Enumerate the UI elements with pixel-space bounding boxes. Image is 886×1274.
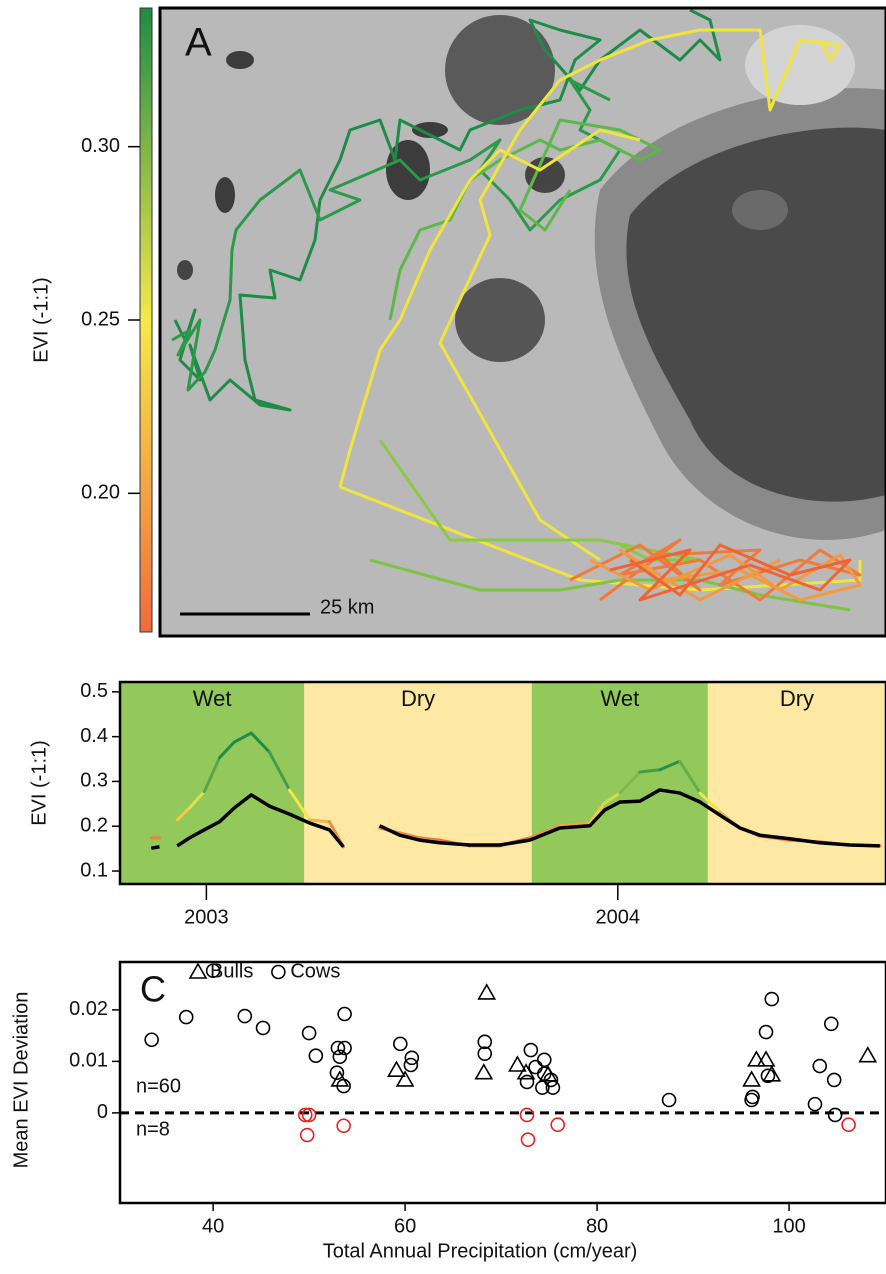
mean-line [151,847,159,848]
point [303,1027,316,1040]
panel-letter: A [185,21,212,65]
point [808,1098,821,1111]
y-axis-title: EVI (-1:1) [28,740,50,826]
point [338,1008,351,1021]
point [337,1119,350,1132]
y-tick-label: 0.2 [80,815,108,837]
y-axis-title: Mean EVI Deviation [10,992,32,1169]
x-tick-label: 2004 [596,906,641,928]
point [813,1060,826,1073]
point [397,1072,413,1086]
colorbar [140,8,152,632]
point [301,1129,314,1142]
season-label: Wet [600,686,639,711]
season-label: Dry [780,686,814,711]
season-band [120,682,304,884]
point [388,1062,404,1076]
point [828,1073,841,1086]
y-tick-label: 0.01 [69,1050,108,1072]
point [309,1049,322,1062]
point [520,1075,533,1088]
x-tick-label: 2003 [184,906,229,928]
page: A 25 km EVI (-1:1) B EVI (-1:1) C Mean E… [0,0,886,1274]
y-tick-label: 0.02 [69,998,108,1020]
x-tick-label: 40 [202,1215,224,1237]
lake [455,278,545,362]
legend-label: Cows [290,960,340,982]
point [765,993,778,1006]
x-tick-label: 80 [586,1215,608,1237]
y-tick-label: 0.25 [81,308,120,330]
point [842,1118,855,1131]
plot-frame [120,962,886,1203]
y-tick-label: 0.5 [80,680,108,702]
y-tick-label: 0.20 [81,482,120,504]
y-tick-label: 0.3 [80,770,108,792]
x-tick-label: 100 [772,1215,805,1237]
y-tick-label: 0.1 [80,859,108,881]
season-label: Wet [193,686,232,711]
season-label: Dry [401,686,435,711]
season-band [532,682,708,884]
point [825,1017,838,1030]
point [145,1033,158,1046]
point [394,1037,407,1050]
y-tick-label: 0 [97,1101,108,1123]
legend-marker [272,966,285,979]
panel-letter: C [140,969,166,1010]
legend-label: Bulls [210,960,253,982]
scale-label: 25 km [320,596,374,618]
lake [226,51,254,69]
point [551,1118,564,1131]
point [538,1053,551,1066]
point [529,1061,542,1074]
season-band [708,682,886,884]
point [520,1108,533,1121]
point [521,1133,534,1146]
annotation: n=8 [136,1118,170,1140]
point [829,1108,842,1121]
x-tick-label: 60 [394,1215,416,1237]
y-tick-label: 0.30 [81,135,120,157]
point [479,985,495,999]
evi-segment [310,820,330,822]
season-band [304,682,531,884]
annotation: n=60 [136,1075,181,1097]
legend-marker [190,964,206,978]
point [860,1048,876,1062]
point [238,1010,251,1023]
point [663,1094,676,1107]
lake [215,177,235,213]
figure: A 25 km EVI (-1:1) B EVI (-1:1) C Mean E… [0,0,886,1274]
point [524,1044,537,1057]
lake [732,190,788,230]
y-tick-label: 0.4 [80,725,108,747]
point [760,1026,773,1039]
point [744,1072,760,1086]
point [257,1021,270,1034]
y-axis-title: EVI (-1:1) [30,277,52,363]
point [476,1065,492,1079]
map [160,8,886,636]
x-axis-title: Total Annual Precipitation (cm/year) [323,1240,638,1262]
point [180,1011,193,1024]
lake [177,260,193,280]
